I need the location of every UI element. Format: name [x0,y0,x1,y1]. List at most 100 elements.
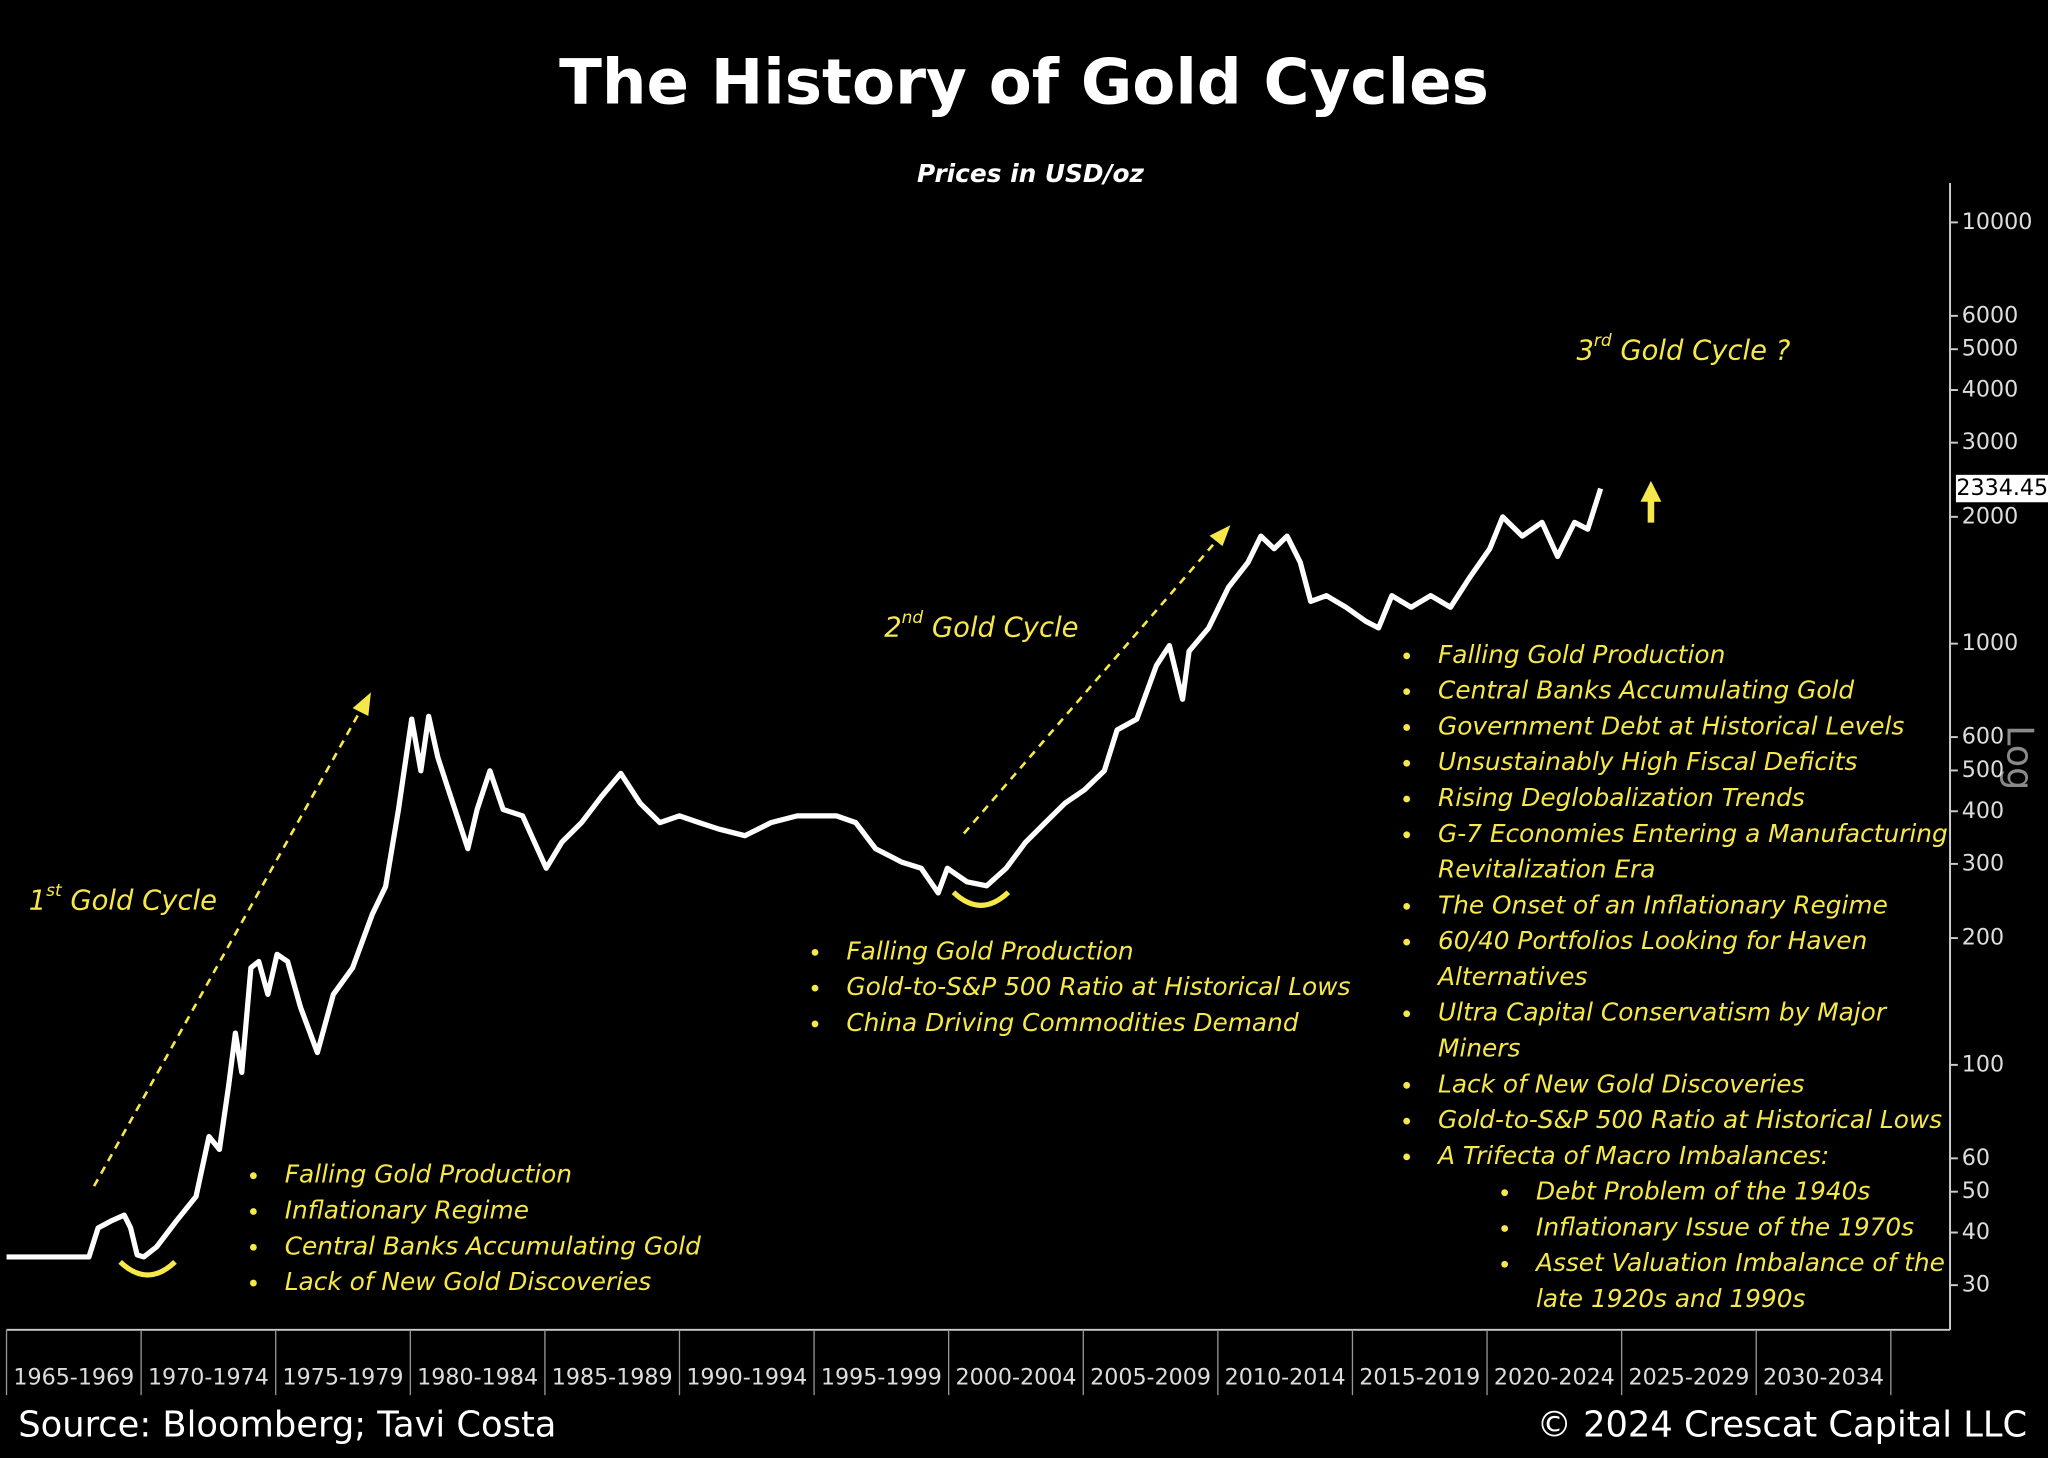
x-tick-label: 2015-2019 [1359,1365,1480,1391]
cycle-label: 3rd Gold Cycle ? [1576,331,1790,366]
x-tick-label: 1985-1989 [552,1365,673,1391]
dashed-arrow [92,707,363,1187]
x-tick-label: 2025-2029 [1628,1365,1749,1391]
y-tick-label: 10000 [1962,209,2033,235]
cycle-number: 1 [29,885,46,916]
bottom-curve [118,1259,177,1278]
source: Source: Bloomberg; Tavi Costa [18,1404,556,1445]
bullet [1403,1153,1411,1161]
bullet [249,1208,257,1215]
bullet [1403,1081,1411,1089]
note-text: Gold-to-S&P 500 Ratio at Historical Lows [846,972,1350,1001]
bullet [1403,938,1411,946]
x-tick-label: 2000-2004 [956,1365,1077,1391]
bullet [1403,795,1411,803]
bullet [1403,831,1411,839]
bullet [1501,1225,1509,1232]
note-text: Falling Gold Production [1438,640,1725,669]
note-text: Debt Problem of the 1940s [1536,1177,1870,1206]
cycle-text: Gold Cycle [923,612,1078,643]
note-text: Falling Gold Production [285,1160,572,1189]
bullet [1403,902,1411,910]
note-text: Ultra Capital Conservatism by Major [1438,998,1888,1027]
note-text: Asset Valuation Imbalance of the [1534,1248,1945,1277]
cycle-label: 2nd Gold Cycle [884,608,1078,643]
x-tick-label: 2010-2014 [1225,1365,1346,1391]
bullet [249,1279,257,1287]
note-text: Gold-to-S&P 500 Ratio at Historical Lows [1438,1105,1942,1134]
dashed-arrow [962,537,1220,835]
bullet [1403,724,1411,731]
bullet [249,1172,257,1180]
bullet [1403,652,1411,660]
note-text: Lack of New Gold Discoveries [285,1267,652,1296]
cycle-suffix: rd [1594,331,1612,351]
y-tick-label: 2000 [1962,503,2018,529]
bullet [811,948,819,956]
note-text: Inflationary Issue of the 1970s [1536,1212,1914,1241]
current-price-box [1954,473,2048,504]
note-text: Inflationary Regime [285,1195,529,1224]
y-tick-label: 4000 [1962,377,2018,403]
x-tick-label: 2030-2034 [1763,1365,1884,1391]
note-text: late 1920s and 1990s [1536,1284,1805,1313]
up-arrow-head [1640,480,1662,502]
y-tick-label: 6000 [1962,302,2018,328]
arrow-head [352,692,371,716]
bullet [1403,1117,1411,1125]
x-tick-label: 1990-1994 [686,1365,807,1391]
cycle-number: 2 [884,612,901,643]
price-line [6,487,1604,1260]
y-tick-label: 300 [1962,850,2004,876]
note-text: Alternatives [1436,962,1587,991]
note-text: China Driving Commodities Demand [846,1008,1298,1037]
y-tick-label: 400 [1962,798,2004,824]
note-text: Miners [1438,1034,1520,1063]
cycle-text: Gold Cycle ? [1612,335,1791,366]
bullet [1501,1189,1509,1197]
x-tick-label: 2005-2009 [1090,1365,1211,1391]
arrow-head [1209,525,1231,547]
note-text: Government Debt at Historical Levels [1438,711,1904,740]
note-text: Lack of New Gold Discoveries [1438,1069,1805,1098]
copyright: © 2024 Crescat Capital LLC [1537,1404,2027,1445]
y-tick-label: 60 [1962,1145,1990,1171]
bullet [1403,759,1411,767]
y-tick-label: 600 [1962,724,2004,750]
y-tick-label: 3000 [1962,429,2018,455]
bullet [1403,1010,1411,1018]
bullet [811,1020,819,1028]
current-price-label: 2334.45 [1956,475,2048,501]
cycle-label: 1st Gold Cycle [29,881,217,916]
chart-subtitle: Prices in USD/oz [917,159,1145,188]
bullet [1501,1260,1509,1268]
x-tick-label: 1975-1979 [283,1365,404,1391]
cycle-suffix: nd [902,608,924,628]
note-text: Falling Gold Production [846,936,1133,965]
note-text: G-7 Economies Entering a Manufacturing [1438,819,1948,848]
annotation-shapes [92,480,1662,1278]
y-tick-label: 30 [1962,1272,1990,1298]
x-tick-label: 1965-1969 [13,1365,134,1391]
cycle-suffix: st [46,881,63,901]
y-tick-label: 100 [1962,1051,2004,1077]
cycle-text: Gold Cycle [62,885,217,916]
bullet [249,1243,257,1251]
cycle-number: 3 [1576,335,1593,366]
x-tick-label: 2020-2024 [1494,1365,1615,1391]
y-tick-label: 200 [1962,925,2004,951]
note-text: A Trifecta of Macro Imbalances: [1436,1141,1829,1170]
note-text: Central Banks Accumulating Gold [1438,676,1854,705]
note-text: Central Banks Accumulating Gold [285,1231,701,1260]
y-tick-label: 40 [1962,1219,1990,1245]
bullet [811,984,819,992]
log-label: Log [1998,725,2041,790]
y-tick-label: 1000 [1962,630,2018,656]
y-tick-label: 500 [1962,757,2004,783]
y-tick-label: 50 [1962,1178,1990,1204]
note-text: Rising Deglobalization Trends [1438,783,1805,812]
chart-title: The History of Gold Cycles [559,45,1489,118]
note-text: 60/40 Portfolios Looking for Haven [1438,926,1867,955]
